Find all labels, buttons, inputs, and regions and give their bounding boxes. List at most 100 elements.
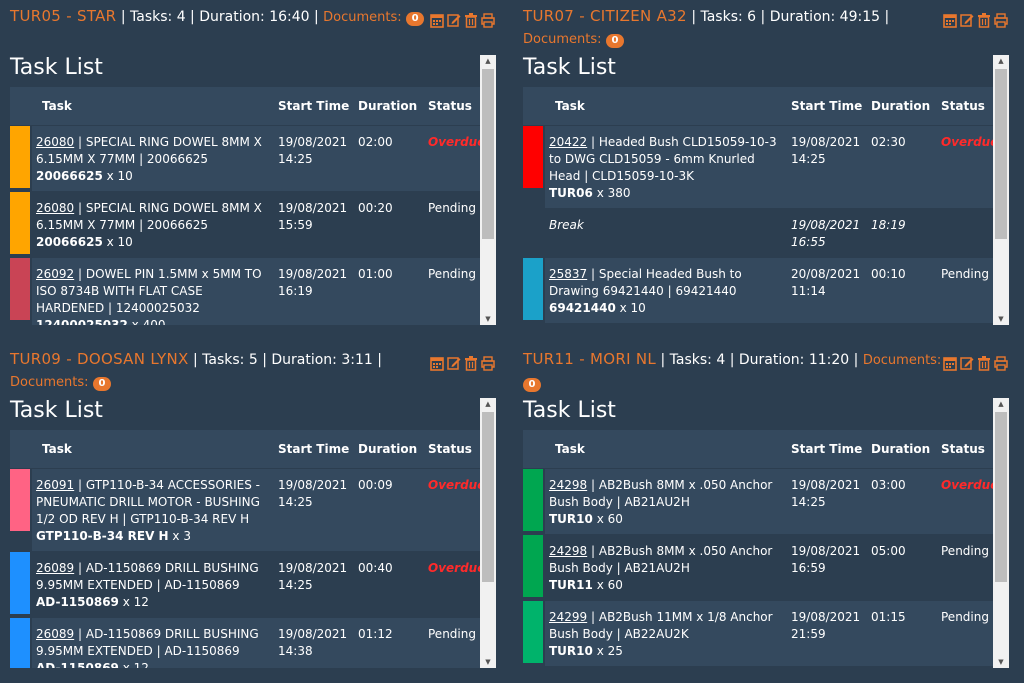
scroll-up-arrow-icon[interactable]: ▲ (998, 400, 1004, 408)
print-icon[interactable] (481, 12, 495, 28)
task-list-title: Task List (10, 398, 103, 423)
task-row[interactable]: 26089 | AD-1150869 DRILL BUSHING 9.95MM … (10, 617, 480, 668)
task-description: | Headed Bush CLD15059-10-3 to DWG CLD15… (549, 135, 777, 183)
documents-label[interactable]: Documents: (323, 10, 402, 25)
vertical-scrollbar[interactable]: ▲ ▼ (480, 398, 496, 668)
documents-label[interactable]: Documents: (10, 375, 89, 390)
row-color-bar (10, 257, 32, 325)
machine-panel: TUR05 - STAR | Tasks: 4 | Duration: 16:4… (10, 5, 500, 335)
scrollbar-thumb[interactable] (482, 412, 494, 582)
vertical-scrollbar[interactable]: ▲ ▼ (993, 55, 1009, 325)
task-id-link[interactable]: 26089 (36, 627, 75, 641)
task-row[interactable]: 20422 | Headed Bush CLD15059-10-3 to DWG… (523, 125, 993, 209)
trash-icon[interactable] (977, 355, 991, 371)
vertical-scrollbar[interactable]: ▲ ▼ (480, 55, 496, 325)
trash-icon[interactable] (977, 12, 991, 28)
break-start-time: 19/08/2021 16:55 (791, 208, 871, 258)
machine-name[interactable]: TUR09 - DOOSAN LYNX (10, 350, 189, 368)
task-id-link[interactable]: 26080 (36, 201, 75, 215)
task-id-link[interactable]: 26092 (36, 267, 75, 281)
edit-icon[interactable] (960, 355, 974, 371)
machine-name[interactable]: TUR07 - CITIZEN A32 (523, 7, 687, 25)
machine-summary: | Tasks: 4 | Duration: 16:40 | (120, 9, 319, 25)
task-row[interactable]: 26091 | GTP110-B-34 ACCESSORIES - PNEUMA… (10, 468, 480, 552)
col-start-header[interactable]: Start Time (791, 87, 871, 126)
col-start-header[interactable]: Start Time (278, 87, 358, 126)
col-status-header[interactable]: Status (428, 430, 480, 469)
documents-count-badge: 0 (406, 12, 425, 26)
scroll-up-arrow-icon[interactable]: ▲ (998, 57, 1004, 65)
scrollbar-thumb[interactable] (995, 69, 1007, 239)
col-duration-header[interactable]: Duration (871, 430, 941, 469)
scroll-down-arrow-icon[interactable]: ▼ (998, 658, 1004, 666)
calendar-icon[interactable] (943, 355, 957, 371)
machine-name[interactable]: TUR11 - MORI NL (523, 350, 657, 368)
task-id-link[interactable]: 26080 (36, 135, 75, 149)
task-list-title: Task List (523, 55, 616, 80)
col-duration-header[interactable]: Duration (358, 87, 428, 126)
task-row[interactable]: 26080 | SPECIAL RING DOWEL 8MM X 6.15MM … (10, 125, 480, 192)
col-task-header[interactable]: Task (545, 430, 791, 469)
calendar-icon[interactable] (430, 355, 444, 371)
edit-icon[interactable] (447, 12, 461, 28)
col-status-header[interactable]: Status (428, 87, 480, 126)
trash-icon[interactable] (464, 355, 478, 371)
task-row[interactable]: 26080 | SPECIAL RING DOWEL 8MM X 6.15MM … (10, 191, 480, 258)
task-row[interactable]: 24298 | AB2Bush 8MM x .050 Anchor Bush B… (523, 534, 993, 601)
calendar-icon[interactable] (430, 12, 444, 28)
task-id-link[interactable]: 26089 (36, 561, 75, 575)
status-badge: Pending (941, 600, 993, 666)
col-start-header[interactable]: Start Time (278, 430, 358, 469)
documents-label[interactable]: Documents: (523, 32, 602, 47)
trash-icon[interactable] (464, 12, 478, 28)
scrollbar-thumb[interactable] (482, 69, 494, 239)
scroll-down-arrow-icon[interactable]: ▼ (998, 315, 1004, 323)
part-code: 20066625 (36, 169, 103, 183)
scroll-up-arrow-icon[interactable]: ▲ (485, 400, 491, 408)
calendar-icon[interactable] (943, 12, 957, 28)
scroll-down-arrow-icon[interactable]: ▼ (485, 315, 491, 323)
start-time: 19/08/2021 14:25 (278, 551, 358, 618)
row-color-bar (523, 468, 545, 535)
documents-label[interactable]: Documents: (862, 353, 942, 368)
task-row[interactable]: 26089 | AD-1150869 DRILL BUSHING 9.95MM … (10, 551, 480, 618)
task-id-link[interactable]: 20422 (549, 135, 588, 149)
task-cell: 26080 | SPECIAL RING DOWEL 8MM X 6.15MM … (32, 125, 278, 192)
task-description: | GTP110-B-34 ACCESSORIES - PNEUMATIC DR… (36, 478, 260, 526)
col-task-header[interactable]: Task (32, 430, 278, 469)
task-id-link[interactable]: 24298 (549, 478, 588, 492)
panel-actions (425, 12, 495, 30)
task-description: | SPECIAL RING DOWEL 8MM X 6.15MM X 77MM… (36, 135, 262, 166)
break-row[interactable]: Break 19/08/2021 16:55 18:19 (523, 208, 993, 258)
col-task-header[interactable]: Task (32, 87, 278, 126)
print-icon[interactable] (994, 355, 1008, 371)
edit-icon[interactable] (960, 12, 974, 28)
edit-icon[interactable] (447, 355, 461, 371)
task-row[interactable]: 24299 | AB2Bush 11MM x 1/8 Anchor Bush B… (523, 600, 993, 666)
task-row[interactable]: 26092 | DOWEL PIN 1.5MM x 5MM TO ISO 873… (10, 257, 480, 325)
task-id-link[interactable]: 25837 (549, 267, 588, 281)
task-row[interactable]: 24298 | AB2Bush 8MM x .050 Anchor Bush B… (523, 468, 993, 535)
col-start-header[interactable]: Start Time (791, 430, 871, 469)
task-id-link[interactable]: 24298 (549, 544, 588, 558)
task-cell: 24298 | AB2Bush 8MM x .050 Anchor Bush B… (545, 534, 791, 601)
scrollbar-thumb[interactable] (995, 412, 1007, 582)
machine-name[interactable]: TUR05 - STAR (10, 7, 117, 25)
scroll-down-arrow-icon[interactable]: ▼ (485, 658, 491, 666)
print-icon[interactable] (481, 355, 495, 371)
task-id-link[interactable]: 26091 (36, 478, 75, 492)
col-duration-header[interactable]: Duration (871, 87, 941, 126)
row-color-bar (10, 617, 32, 668)
scroll-up-arrow-icon[interactable]: ▲ (485, 57, 491, 65)
quantity: x 10 (102, 235, 133, 249)
col-task-header[interactable]: Task (545, 87, 791, 126)
col-duration-header[interactable]: Duration (358, 430, 428, 469)
print-icon[interactable] (994, 12, 1008, 28)
status-badge: Overdue (428, 125, 480, 192)
col-status-header[interactable]: Status (941, 430, 993, 469)
start-time: 19/08/2021 16:59 (791, 534, 871, 601)
task-row[interactable]: 25837 | Special Headed Bush to Drawing 6… (523, 257, 993, 323)
task-id-link[interactable]: 24299 (549, 610, 588, 624)
vertical-scrollbar[interactable]: ▲ ▼ (993, 398, 1009, 668)
col-status-header[interactable]: Status (941, 87, 993, 126)
